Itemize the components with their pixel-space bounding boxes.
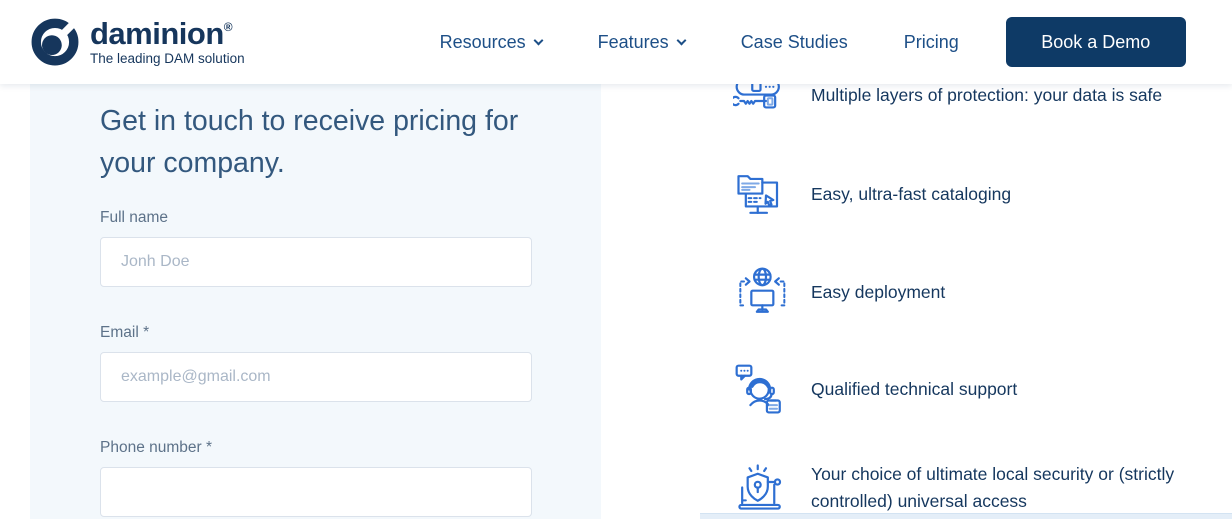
- daminion-logo[interactable]: daminion® The leading DAM solution: [30, 17, 245, 67]
- feature-text: Easy, ultra-fast cataloging: [811, 184, 1012, 204]
- nav-label: Features: [597, 31, 669, 52]
- chevron-down-icon: [533, 35, 544, 45]
- feature-text: Multiple layers of protection: your data…: [811, 85, 1163, 105]
- book-a-demo-button[interactable]: Book a Demo: [1005, 17, 1186, 67]
- full-name-input[interactable]: [100, 237, 532, 287]
- pricing-form-panel: Get in touch to receive pricing for your…: [30, 84, 601, 519]
- support-icon: [735, 364, 781, 414]
- nav-label: Case Studies: [740, 31, 848, 52]
- chevron-down-icon: [676, 35, 687, 45]
- deployment-icon: [739, 267, 786, 313]
- feature-text: Easy deployment: [811, 282, 946, 302]
- feature-text: Your choice of ultimate local security o…: [811, 463, 1175, 511]
- nav-label: Resources: [439, 31, 526, 52]
- registered-mark: ®: [223, 19, 233, 34]
- phone-number-field-group: Phone number *: [100, 439, 532, 517]
- form-heading: Get in touch to receive pricing for your…: [100, 105, 519, 179]
- nav-item-case-studies[interactable]: Case Studies: [741, 32, 848, 53]
- shield-lock-icon: [738, 464, 782, 510]
- daminion-logo-icon: [31, 17, 80, 66]
- full-name-field-group: Full name: [100, 209, 532, 287]
- nav-label: Pricing: [903, 31, 959, 52]
- email-label: Email *: [100, 324, 150, 341]
- brand-name: daminion®: [90, 16, 233, 52]
- brand-tagline: The leading DAM solution: [90, 51, 245, 67]
- list-item: Easy deployment: [733, 265, 945, 320]
- site-header: daminion® The leading DAM solution Resou…: [0, 0, 1232, 84]
- feature-text: Qualified technical support: [811, 379, 1018, 399]
- email-input[interactable]: [100, 352, 532, 402]
- list-item: Easy, ultra-fast cataloging: [733, 167, 1011, 222]
- nav-item-features[interactable]: Features: [597, 31, 687, 53]
- next-section-top-edge: [700, 513, 1232, 519]
- phone-number-label: Phone number *: [100, 439, 213, 456]
- cataloging-icon: [737, 175, 779, 214]
- main-nav: Resources Features Case Studies Pricing: [440, 32, 959, 53]
- email-field-group: Email *: [100, 324, 532, 402]
- nav-item-resources[interactable]: Resources: [439, 31, 544, 53]
- phone-number-input[interactable]: [100, 467, 532, 517]
- full-name-label: Full name: [100, 209, 169, 226]
- list-item: Your choice of ultimate local security o…: [733, 460, 1183, 515]
- list-item: Qualified technical support: [733, 362, 1017, 417]
- nav-item-pricing[interactable]: Pricing: [904, 32, 959, 53]
